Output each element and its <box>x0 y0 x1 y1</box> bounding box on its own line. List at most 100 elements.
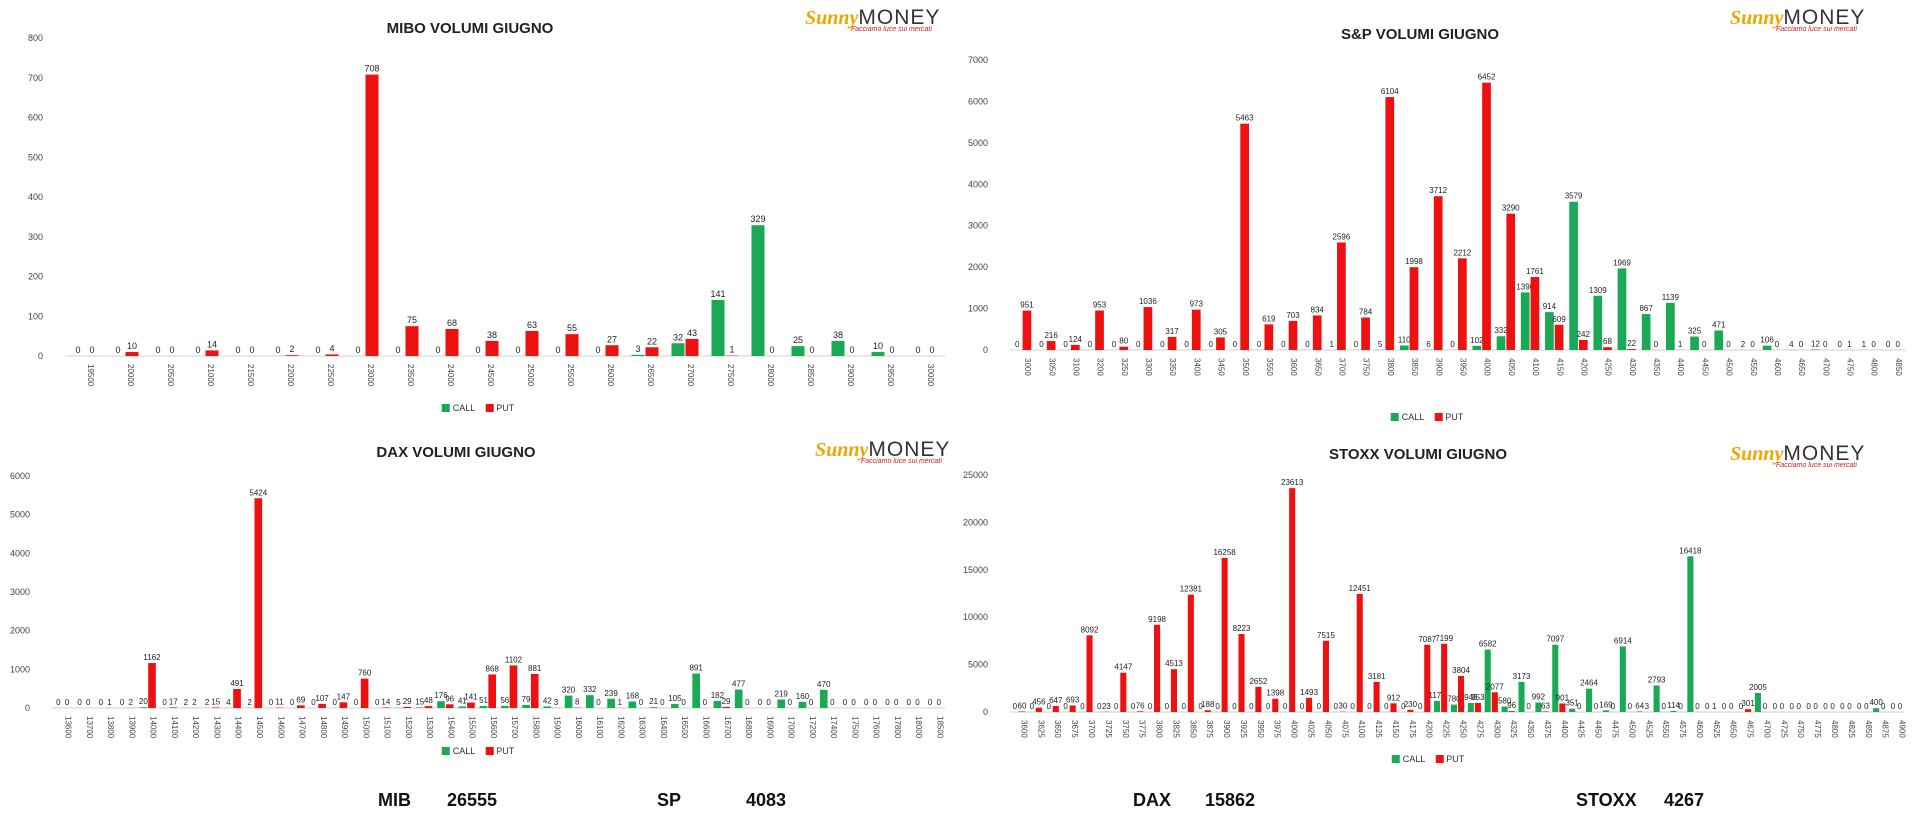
x-tick-label: 3700 <box>1338 358 1347 376</box>
x-tick-label: 4500 <box>1725 358 1734 376</box>
chart-legend: CALL PUT <box>1390 412 1463 422</box>
data-label: 0 <box>1233 340 1238 349</box>
data-label: 43 <box>687 328 697 338</box>
data-label: 0 <box>843 698 848 707</box>
data-label: 105 <box>668 694 682 703</box>
call-bar <box>1641 314 1651 350</box>
data-label: 182 <box>711 691 725 700</box>
data-label: 0 <box>1830 702 1835 711</box>
data-label: 8 <box>575 698 580 707</box>
data-label: 953 <box>1471 693 1485 702</box>
x-tick-label: 3550 <box>1265 358 1274 376</box>
data-label: 0 <box>1063 702 1068 711</box>
y-tick-label: 600 <box>28 113 43 123</box>
data-label: 96 <box>445 694 454 703</box>
data-label: 22 <box>647 336 657 346</box>
data-label: 27 <box>607 334 617 344</box>
data-label: 0 <box>311 698 316 707</box>
x-tick-label: 4850 <box>1864 720 1873 738</box>
bar-chart: 0100020003000400050006000700009513000021… <box>968 55 1905 376</box>
footer-dax-value: 15862 <box>1205 790 1256 810</box>
call-bar <box>734 689 743 708</box>
data-label: 5424 <box>249 488 267 497</box>
data-label: 12 <box>1811 340 1820 349</box>
x-tick-label: 4600 <box>1773 358 1782 376</box>
sunny-money-logo: SunnyMONEY Facciamo luce sui mercati <box>1730 442 1865 469</box>
data-label: 0 <box>639 698 644 707</box>
x-tick-label: 15100 <box>383 716 392 739</box>
x-tick-label: 16500 <box>680 716 689 739</box>
data-label: 1761 <box>1526 267 1544 276</box>
data-label: 332 <box>1494 326 1508 335</box>
data-label: 0 <box>290 698 295 707</box>
put-bar <box>1578 339 1588 350</box>
data-label: 332 <box>583 685 597 694</box>
data-label: 400 <box>1869 698 1883 707</box>
x-tick-label: 15200 <box>404 716 413 739</box>
data-label: 1139 <box>1662 293 1680 302</box>
data-label: 491 <box>230 679 244 688</box>
data-label: 0 <box>1898 702 1903 711</box>
x-tick-label: 18500 <box>935 716 944 739</box>
data-label: 0 <box>1281 340 1286 349</box>
call-bar <box>1399 345 1409 350</box>
logo-tagline: Facciamo luce sui mercati <box>861 458 942 465</box>
x-tick-label: 15300 <box>425 716 434 739</box>
data-label: 0 <box>315 345 320 355</box>
put-bar <box>1052 705 1059 712</box>
x-tick-label: 4050 <box>1507 358 1516 376</box>
x-tick-label: 4075 <box>1340 720 1349 738</box>
x-tick-label: 3600 <box>1019 720 1028 738</box>
data-label: 0 <box>475 345 480 355</box>
data-label: 0 <box>1232 702 1237 711</box>
data-label: 25 <box>793 335 803 345</box>
data-label: 477 <box>732 680 746 689</box>
call-bar <box>791 346 805 356</box>
call-bar <box>415 707 424 708</box>
x-tick-label: 14800 <box>319 716 328 739</box>
data-label: 784 <box>1359 308 1373 317</box>
legend-call: CALL <box>441 746 475 756</box>
x-tick-label: 3900 <box>1222 720 1231 738</box>
data-label: 4147 <box>1114 663 1132 672</box>
put-bar <box>1272 698 1279 712</box>
data-label: 0 <box>1840 702 1845 711</box>
x-tick-label: 4100 <box>1531 358 1540 376</box>
data-label: 239 <box>604 689 618 698</box>
data-label: 5463 <box>1236 114 1254 123</box>
data-label: 320 <box>562 686 576 695</box>
put-bar <box>1119 346 1129 350</box>
x-tick-label: 14000 <box>149 716 158 739</box>
x-tick-label: 3300 <box>1144 358 1153 376</box>
put-bar <box>211 707 220 708</box>
x-tick-label: 4250 <box>1459 720 1468 738</box>
data-label: 3290 <box>1502 204 1520 213</box>
put-bar <box>1187 594 1194 712</box>
y-tick-label: 5000 <box>10 510 30 520</box>
x-tick-label: 4900 <box>1898 720 1907 738</box>
data-label: 5 <box>396 698 401 707</box>
put-bar <box>1530 277 1540 350</box>
x-tick-label: 26000 <box>606 364 615 387</box>
data-label: 15 <box>415 697 424 706</box>
data-label: 0 <box>1837 340 1842 349</box>
call-bar <box>711 299 725 356</box>
put-bar <box>1306 697 1313 712</box>
data-label: 0 <box>1305 340 1310 349</box>
y-tick-label: 20000 <box>963 517 988 527</box>
put-bar <box>1312 315 1322 350</box>
call-bar <box>692 673 700 708</box>
x-tick-label: 16000 <box>574 716 583 739</box>
x-tick-label: 4100 <box>1357 720 1366 738</box>
data-label: 0 <box>1780 702 1785 711</box>
x-tick-label: 4650 <box>1729 720 1738 738</box>
data-label: 230 <box>1404 700 1418 709</box>
logo-tagline: Facciamo luce sui mercati <box>1776 462 1857 469</box>
y-tick-label: 5000 <box>968 660 988 670</box>
x-tick-label: 17200 <box>808 716 817 739</box>
put-bar <box>685 338 699 356</box>
data-label: 48 <box>424 696 433 705</box>
call-bar <box>671 343 685 356</box>
x-tick-label: 4275 <box>1475 720 1484 738</box>
